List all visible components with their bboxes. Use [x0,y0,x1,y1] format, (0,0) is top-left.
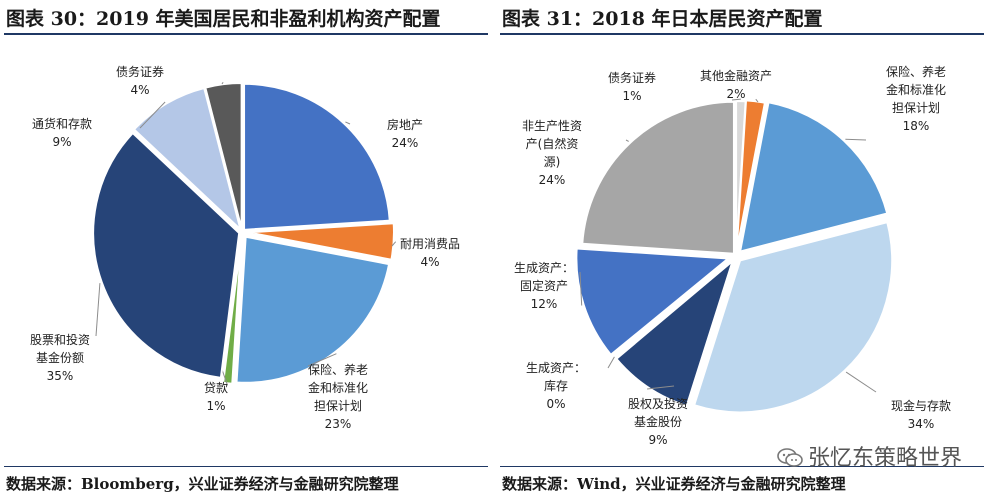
jp-slice-label-7: 非生产性资产(自然资源) 24% [522,119,582,187]
title-rule [4,33,488,35]
us-slice-0 [243,82,391,231]
watermark-text: 张忆东策略世界 [807,446,962,471]
us-leader-0 [345,121,351,125]
jp-slice-label-1: 其他金融资产 2% [700,68,772,101]
title-rule [500,33,984,35]
jp-leader-5 [607,356,615,369]
us-leader-6 [221,81,224,85]
us-slice-4 [92,131,241,379]
jp-leader-2 [845,138,867,141]
us-slice-label-1: 耐用消费品 4% [400,237,460,269]
jp-leader-4 [647,385,675,390]
chart-source-japan: 数据来源：Wind，兴业证券经济与金融研究院整理 [502,475,846,493]
jp-slice-7 [581,100,735,255]
jp-slice-4 [614,258,735,408]
pie-chart-us: 房地产 24% 耐用消费品 4% 保险、养老金和标准化担保计划 23% 贷款 1% 股票和投资基… [30,64,460,431]
chart-title-japan: 图表 31：2018 年日本居民资产配置 [502,8,823,30]
us-slice-label-2: 保险、养老金和标准化担保计划 23% [308,362,368,431]
us-slice-label-5: 通货和存款 9% [32,116,92,149]
us-slice-label-4: 股票和投资基金份额 35% [30,332,90,383]
us-slice-6 [204,82,243,230]
jp-slice-label-5: 生成资产：库存 0% [526,361,586,411]
us-slice-2 [235,235,391,384]
jp-slice-2 [738,101,889,253]
chart-panel-japan: 图表 31：2018 年日本居民资产配置 债务证券 1% 其他金融资产 2% 保险、养老… [496,0,988,501]
jp-slice-label-0: 债务证券 1% [608,70,656,103]
us-leader-2 [307,353,337,367]
us-leader-1 [391,241,397,247]
jp-slice-5 [613,257,734,358]
source-rule [500,466,984,467]
us-slice-1 [247,222,395,261]
us-leader-4 [95,283,101,337]
jp-slice-label-3: 现金与存款 34% [891,398,951,431]
pie-chart-japan: 债务证券 1% 其他金融资产 2% 保险、养老金和标准化担保计划 18% 现金与存款 34% 股… [514,64,951,447]
chart-panel-us: 图表 30：2019 年美国居民和非盈利机构资产配置 房地产 24% 耐用消费品 4%… [0,0,492,501]
jp-leader-7 [625,139,629,142]
jp-leader-3 [845,371,877,393]
jp-slice-3 [692,220,894,414]
wechat-icon [777,448,803,467]
jp-leader-0 [731,98,741,101]
us-slice-label-6: 债务证券 4% [116,64,164,97]
us-slice-3 [222,237,243,385]
jp-slice-1 [735,99,767,253]
us-slice-label-0: 房地产 24% [387,117,423,150]
us-slice-label-3: 贷款 1% [204,381,228,413]
jp-leader-6 [579,271,583,306]
chart-source-us: 数据来源：Bloomberg，兴业证券经济与金融研究院整理 [6,475,399,493]
jp-slice-label-6: 生成资产：固定资产 12% [514,261,574,311]
us-leader-5 [139,101,166,129]
source-rule [4,466,488,467]
jp-slice-6 [575,247,731,357]
watermark: 张忆东策略世界 [776,440,962,472]
jp-slice-label-4: 股权及投资基金股份 9% [628,396,688,447]
chart-title-us: 图表 30：2019 年美国居民和非盈利机构资产配置 [6,8,441,30]
us-slice-5 [132,86,243,233]
jp-leader-1 [755,98,759,103]
jp-slice-label-2: 保险、养老金和标准化担保计划 18% [886,64,946,133]
